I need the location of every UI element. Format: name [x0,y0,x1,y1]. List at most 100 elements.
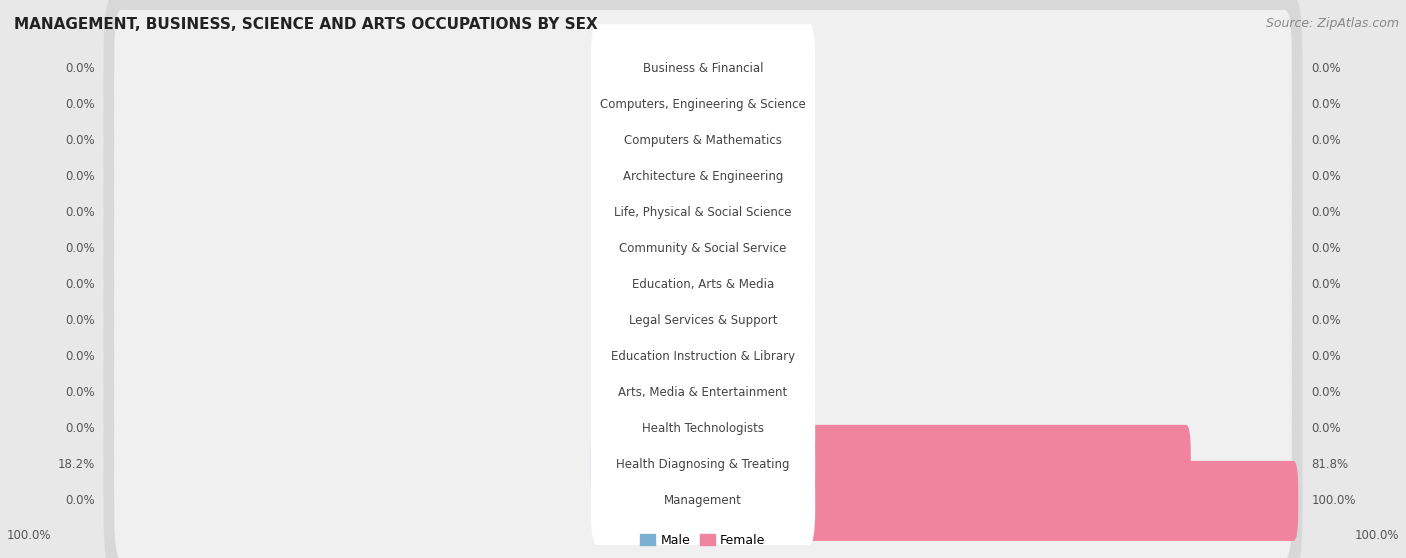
Text: 0.0%: 0.0% [1312,206,1341,219]
Text: 0.0%: 0.0% [1312,242,1341,255]
FancyBboxPatch shape [114,82,1292,199]
FancyBboxPatch shape [591,169,815,257]
FancyBboxPatch shape [699,389,779,469]
Text: 0.0%: 0.0% [65,386,94,399]
FancyBboxPatch shape [699,172,779,252]
Text: 0.0%: 0.0% [65,278,94,291]
FancyBboxPatch shape [699,461,1298,541]
FancyBboxPatch shape [591,421,815,509]
Text: Arts, Media & Entertainment: Arts, Media & Entertainment [619,386,787,399]
Legend: Male, Female: Male, Female [636,529,770,552]
FancyBboxPatch shape [699,136,779,217]
Text: 81.8%: 81.8% [1312,458,1348,472]
FancyBboxPatch shape [627,317,707,397]
FancyBboxPatch shape [699,425,1191,505]
Text: 0.0%: 0.0% [1312,386,1341,399]
FancyBboxPatch shape [114,10,1292,127]
FancyBboxPatch shape [114,190,1292,307]
FancyBboxPatch shape [699,317,779,397]
FancyBboxPatch shape [627,172,707,252]
FancyBboxPatch shape [104,70,1302,211]
FancyBboxPatch shape [627,100,707,180]
FancyBboxPatch shape [114,262,1292,379]
Text: MANAGEMENT, BUSINESS, SCIENCE AND ARTS OCCUPATIONS BY SEX: MANAGEMENT, BUSINESS, SCIENCE AND ARTS O… [14,17,598,32]
Text: 0.0%: 0.0% [1312,350,1341,363]
FancyBboxPatch shape [591,385,815,473]
Text: 100.0%: 100.0% [1312,494,1355,507]
Text: 100.0%: 100.0% [7,529,52,542]
FancyBboxPatch shape [104,430,1302,558]
FancyBboxPatch shape [627,209,707,288]
FancyBboxPatch shape [591,132,815,220]
Text: 0.0%: 0.0% [1312,134,1341,147]
FancyBboxPatch shape [114,154,1292,271]
Text: 0.0%: 0.0% [65,314,94,327]
FancyBboxPatch shape [114,371,1292,487]
FancyBboxPatch shape [699,100,779,180]
FancyBboxPatch shape [104,142,1302,283]
FancyBboxPatch shape [114,406,1292,523]
FancyBboxPatch shape [104,106,1302,247]
FancyBboxPatch shape [104,0,1302,139]
FancyBboxPatch shape [114,118,1292,235]
Text: Education Instruction & Library: Education Instruction & Library [612,350,794,363]
Text: 0.0%: 0.0% [65,422,94,435]
FancyBboxPatch shape [699,353,779,433]
Text: 0.0%: 0.0% [65,494,94,507]
FancyBboxPatch shape [699,281,779,360]
FancyBboxPatch shape [699,28,779,108]
Text: 0.0%: 0.0% [65,242,94,255]
FancyBboxPatch shape [699,244,779,325]
Text: Community & Social Service: Community & Social Service [619,242,787,255]
FancyBboxPatch shape [104,178,1302,319]
Text: 0.0%: 0.0% [1312,278,1341,291]
FancyBboxPatch shape [114,299,1292,415]
Text: 0.0%: 0.0% [65,350,94,363]
FancyBboxPatch shape [591,97,815,184]
Text: 0.0%: 0.0% [65,206,94,219]
FancyBboxPatch shape [104,33,1302,175]
FancyBboxPatch shape [627,64,707,145]
Text: Education, Arts & Media: Education, Arts & Media [631,278,775,291]
FancyBboxPatch shape [104,250,1302,391]
FancyBboxPatch shape [114,334,1292,451]
Text: 0.0%: 0.0% [65,62,94,75]
FancyBboxPatch shape [591,312,815,401]
Text: Health Diagnosing & Treating: Health Diagnosing & Treating [616,458,790,472]
Text: Health Technologists: Health Technologists [643,422,763,435]
Text: 0.0%: 0.0% [1312,62,1341,75]
FancyBboxPatch shape [114,442,1292,558]
FancyBboxPatch shape [627,281,707,360]
FancyBboxPatch shape [627,353,707,433]
FancyBboxPatch shape [699,64,779,145]
Text: 18.2%: 18.2% [58,458,94,472]
FancyBboxPatch shape [591,60,815,148]
Text: Source: ZipAtlas.com: Source: ZipAtlas.com [1265,17,1399,30]
Text: Life, Physical & Social Science: Life, Physical & Social Science [614,206,792,219]
Text: Business & Financial: Business & Financial [643,62,763,75]
FancyBboxPatch shape [627,461,707,541]
Text: Architecture & Engineering: Architecture & Engineering [623,170,783,183]
FancyBboxPatch shape [591,425,707,505]
FancyBboxPatch shape [591,205,815,292]
Text: Management: Management [664,494,742,507]
Text: Computers, Engineering & Science: Computers, Engineering & Science [600,98,806,111]
FancyBboxPatch shape [591,24,815,112]
FancyBboxPatch shape [627,389,707,469]
FancyBboxPatch shape [114,46,1292,163]
Text: 0.0%: 0.0% [1312,98,1341,111]
FancyBboxPatch shape [104,322,1302,463]
Text: 0.0%: 0.0% [65,134,94,147]
FancyBboxPatch shape [591,349,815,437]
FancyBboxPatch shape [699,209,779,288]
Text: 100.0%: 100.0% [1354,529,1399,542]
FancyBboxPatch shape [627,28,707,108]
FancyBboxPatch shape [104,394,1302,536]
FancyBboxPatch shape [114,226,1292,343]
Text: 0.0%: 0.0% [65,98,94,111]
FancyBboxPatch shape [104,286,1302,427]
FancyBboxPatch shape [591,240,815,329]
Text: Computers & Mathematics: Computers & Mathematics [624,134,782,147]
Text: 0.0%: 0.0% [1312,314,1341,327]
FancyBboxPatch shape [104,358,1302,499]
